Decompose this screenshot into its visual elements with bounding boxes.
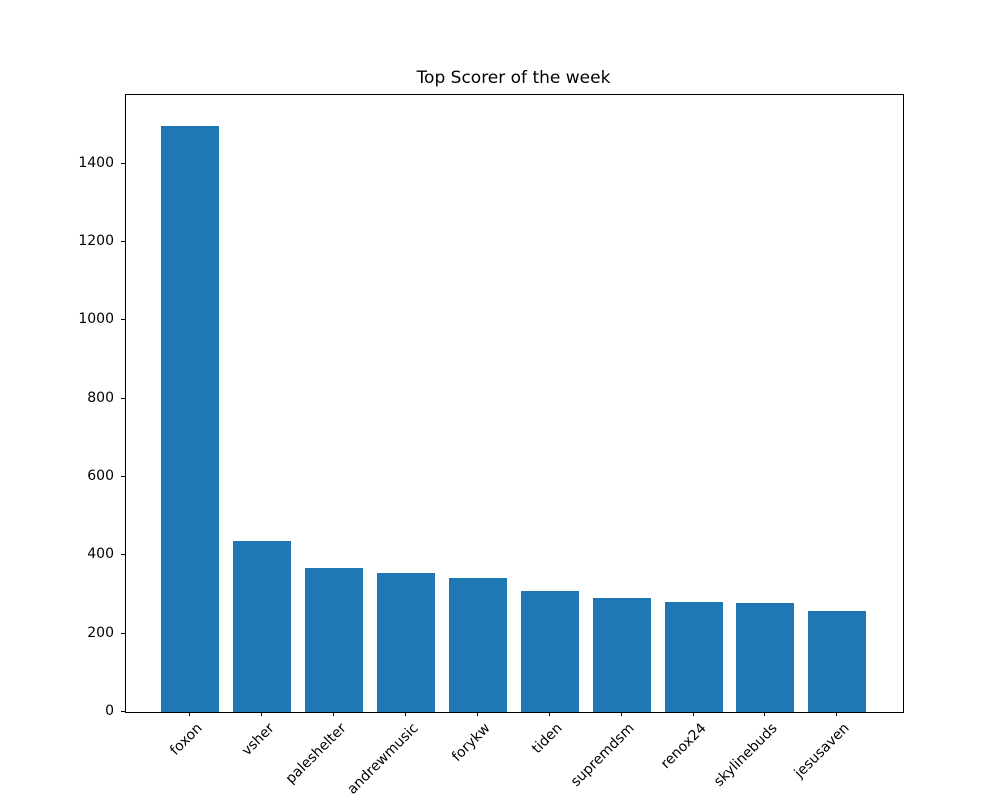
bar-tiden: [520, 591, 579, 712]
x-tick-mark-tiden: [549, 712, 550, 716]
bar-jesusaven: [808, 611, 867, 712]
y-tick-mark-0: [121, 711, 125, 712]
bar-renox24: [664, 602, 723, 712]
x-tick-mark-skylinebuds: [764, 712, 765, 716]
y-tick-mark-400: [121, 554, 125, 555]
x-tick-label-foxon: foxon: [167, 720, 206, 759]
y-tick-mark-600: [121, 476, 125, 477]
y-tick-mark-1400: [121, 163, 125, 164]
plot-area: [125, 94, 904, 713]
x-tick-mark-vsher: [261, 712, 262, 716]
y-tick-label-400: 400: [87, 546, 114, 562]
bar-forykw: [448, 578, 507, 712]
y-tick-label-600: 600: [87, 468, 114, 484]
x-tick-mark-forykw: [477, 712, 478, 716]
y-tick-label-1200: 1200: [78, 233, 114, 249]
x-tick-mark-jesusaven: [836, 712, 837, 716]
y-tick-label-1400: 1400: [78, 155, 114, 171]
y-tick-label-800: 800: [87, 390, 114, 406]
y-tick-label-0: 0: [105, 703, 114, 719]
bar-andrewmusic: [376, 573, 435, 712]
x-tick-mark-renox24: [693, 712, 694, 716]
y-tick-label-200: 200: [87, 625, 114, 641]
bar-skylinebuds: [736, 603, 795, 712]
y-tick-mark-1000: [121, 319, 125, 320]
bar-vsher: [233, 541, 292, 712]
bar-foxon: [161, 126, 220, 712]
chart-title: Top Scorer of the week: [416, 68, 611, 88]
y-tick-mark-800: [121, 398, 125, 399]
x-tick-mark-supremdsm: [621, 712, 622, 716]
bar-supremdsm: [592, 598, 651, 712]
bar-paleshelter: [305, 568, 363, 712]
y-tick-mark-200: [121, 633, 125, 634]
x-tick-mark-andrewmusic: [405, 712, 406, 716]
x-tick-mark-foxon: [189, 712, 190, 716]
y-tick-mark-1200: [121, 241, 125, 242]
x-tick-mark-paleshelter: [333, 712, 334, 716]
y-tick-label-1000: 1000: [78, 311, 114, 327]
